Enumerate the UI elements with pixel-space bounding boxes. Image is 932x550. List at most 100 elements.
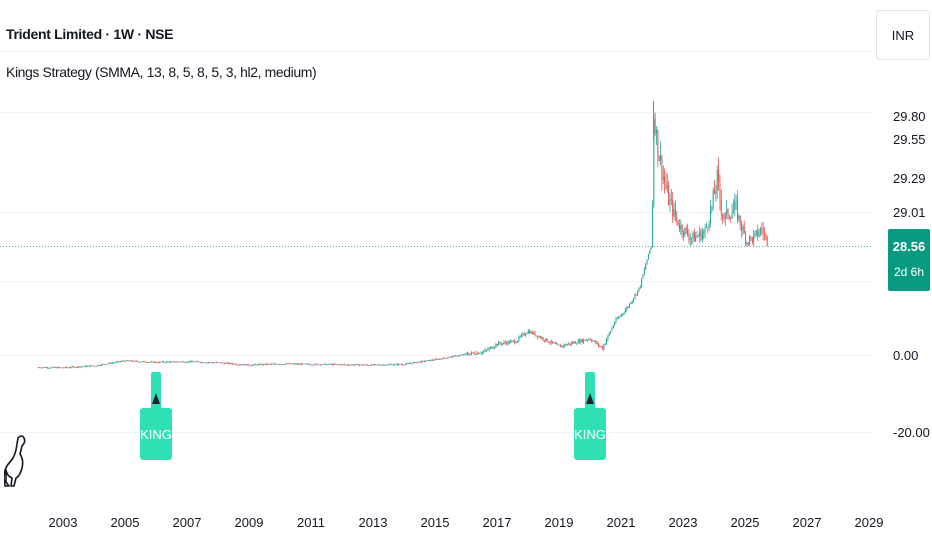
candle-body	[249, 365, 251, 367]
candle-body	[487, 349, 489, 351]
countdown-label: 2d 6h	[894, 265, 924, 279]
candle-body	[41, 367, 43, 369]
candle-body	[619, 316, 621, 318]
up-arrow-icon	[152, 393, 160, 404]
candle-body	[372, 364, 374, 366]
indicator-label[interactable]: Kings Strategy (SMMA, 13, 8, 5, 8, 5, 3,…	[6, 64, 317, 80]
candle-body	[201, 362, 203, 363]
candle-body	[577, 340, 579, 344]
candle-body	[418, 361, 420, 363]
candle-body	[306, 363, 308, 365]
candle-body	[734, 201, 736, 211]
candle-body	[549, 342, 551, 344]
candle-body	[232, 363, 234, 365]
candle-body	[251, 365, 252, 367]
candle-body	[695, 236, 697, 242]
candle-body	[164, 362, 166, 364]
candle-body	[234, 363, 236, 365]
candle-body	[365, 364, 367, 366]
candle-body	[256, 364, 258, 366]
chart-title: Trident Limited · 1W · NSE	[6, 26, 174, 42]
candle-body	[473, 352, 475, 355]
candle-body	[612, 325, 614, 328]
candle-body	[500, 343, 502, 345]
candle-body	[342, 364, 344, 366]
candle-body	[704, 227, 706, 232]
candle-body	[263, 364, 265, 365]
time-tick-label: 2003	[49, 515, 78, 530]
candle-body	[184, 362, 186, 364]
candle-body	[371, 364, 373, 366]
candle-body	[39, 367, 41, 369]
candle-body	[376, 364, 378, 366]
candle-body	[755, 230, 757, 232]
candle-body	[685, 227, 687, 230]
candle-body	[684, 227, 686, 236]
candle-body	[44, 367, 46, 368]
candle-body	[84, 365, 86, 367]
dinosaur-logo-icon	[4, 435, 26, 487]
candle-body	[410, 363, 412, 365]
candle-body	[751, 237, 753, 243]
candle-body	[198, 361, 200, 363]
candle-body	[575, 341, 576, 344]
candle-body	[392, 364, 394, 366]
candle-body	[217, 362, 219, 364]
candle-body	[468, 354, 470, 356]
candle-body	[728, 217, 730, 219]
candle-body	[491, 347, 493, 349]
candle-body	[317, 363, 319, 365]
candle-body	[579, 340, 581, 343]
candle-body	[273, 363, 275, 365]
candle-body	[330, 364, 332, 365]
time-tick-label: 2017	[483, 515, 512, 530]
candle-body	[747, 242, 749, 245]
candle-body	[572, 342, 574, 344]
candle-body	[430, 359, 432, 361]
candle-body	[457, 355, 459, 357]
candle-body	[171, 361, 173, 363]
candle-body	[174, 361, 176, 363]
candle-body	[294, 363, 296, 365]
candle-body	[527, 330, 529, 334]
candle-body	[545, 338, 547, 341]
candle-body	[615, 318, 617, 323]
candle-body	[354, 364, 356, 366]
candle-body	[735, 201, 737, 202]
candle-body	[561, 345, 563, 348]
candle-body	[340, 364, 342, 366]
candle-body	[538, 336, 540, 338]
candle-body	[623, 312, 625, 314]
candle-body	[638, 287, 640, 291]
candle-body	[431, 359, 433, 361]
candle-body	[337, 364, 339, 366]
candle-body	[329, 363, 331, 365]
candle-body	[569, 343, 571, 345]
candle-body	[161, 361, 163, 363]
candle-body	[157, 362, 159, 364]
candle-body	[565, 344, 567, 346]
candle-body	[592, 340, 594, 342]
candle-body	[384, 364, 386, 366]
candle-body	[68, 367, 70, 369]
candle-body	[367, 364, 369, 366]
candle-body	[163, 361, 165, 363]
candle-body	[454, 355, 456, 357]
price-tick-partial: 29.80	[893, 109, 926, 124]
candle-body	[395, 363, 397, 365]
candle-body	[64, 366, 66, 368]
candle-body	[314, 363, 316, 365]
candle-body	[290, 363, 292, 365]
candle-body	[40, 367, 42, 369]
candle-body	[179, 361, 181, 363]
candle-body	[650, 247, 652, 251]
candle-body	[630, 303, 632, 305]
currency-button[interactable]: INR	[876, 10, 930, 60]
candle-body	[484, 350, 486, 352]
candle-body	[121, 360, 123, 362]
candle-body	[568, 343, 570, 345]
candle-body	[599, 345, 601, 347]
candle-body	[557, 343, 559, 345]
candle-body	[414, 361, 416, 363]
